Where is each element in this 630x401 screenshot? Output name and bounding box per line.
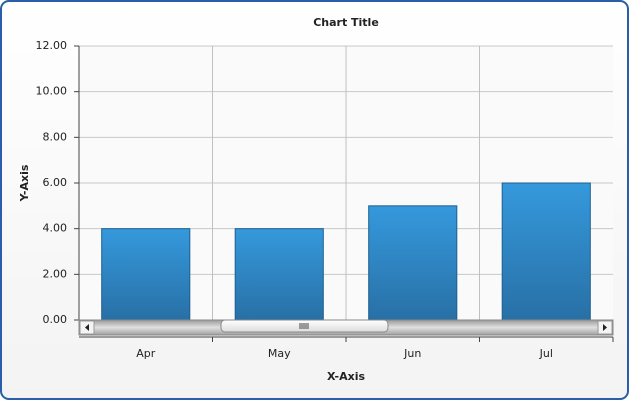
scrollbar[interactable] xyxy=(78,319,614,336)
bar xyxy=(101,228,191,321)
bar xyxy=(234,228,324,321)
y-tick-label: 4.00 xyxy=(43,222,68,235)
x-tick-label: Apr xyxy=(136,347,156,360)
bar xyxy=(501,182,591,321)
y-tick-label: 12.00 xyxy=(36,39,68,52)
y-axis-title: Y-Axis xyxy=(18,164,31,202)
bar xyxy=(368,205,458,321)
y-tick-label: 10.00 xyxy=(36,85,68,98)
y-tick-label: 0.00 xyxy=(43,313,68,326)
x-axis-title: X-Axis xyxy=(327,370,366,383)
x-tick-label: Jun xyxy=(403,347,421,360)
x-tick-label: May xyxy=(268,347,291,360)
grip xyxy=(299,323,309,329)
y-tick-label: 2.00 xyxy=(43,267,68,280)
arrow-right xyxy=(603,324,607,331)
y-tick-label: 6.00 xyxy=(43,176,68,189)
y-tick-label: 8.00 xyxy=(43,130,68,143)
arrow-left xyxy=(85,324,89,331)
chart-title: Chart Title xyxy=(313,16,379,29)
x-tick-label: Jul xyxy=(539,347,553,360)
